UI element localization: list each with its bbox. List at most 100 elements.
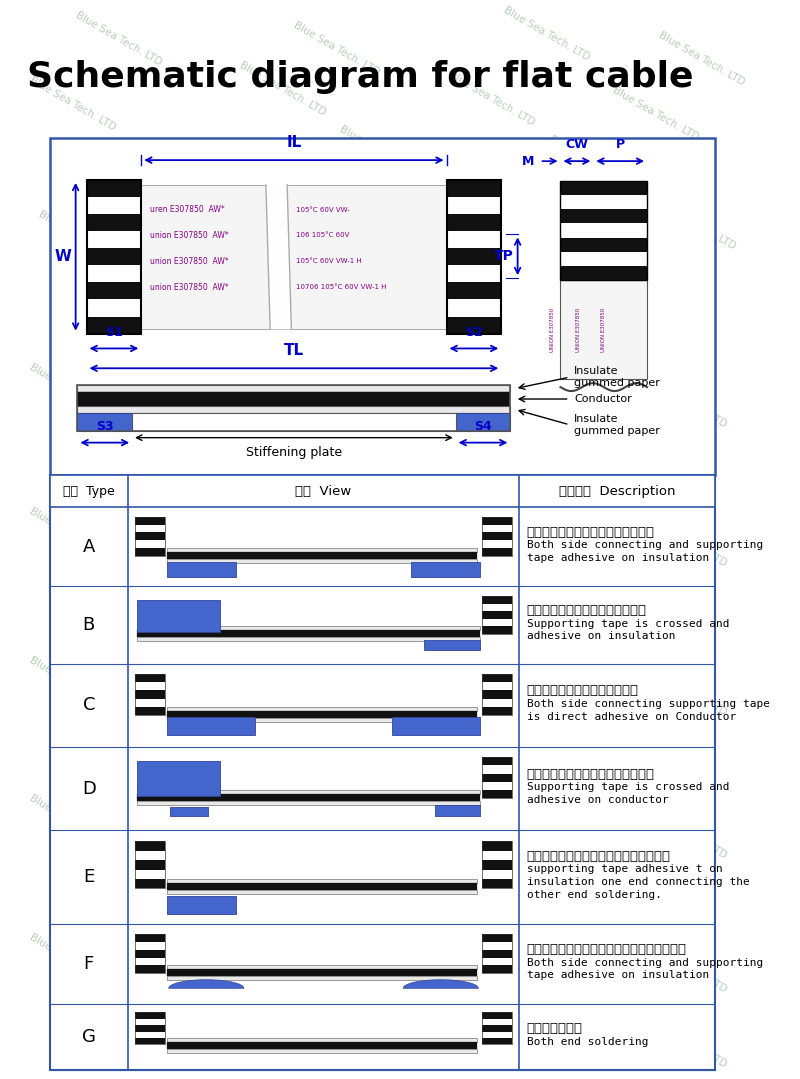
Text: Blue Sea Tech. LTD: Blue Sea Tech. LTD	[238, 640, 327, 697]
Polygon shape	[266, 185, 291, 329]
Bar	[482, 765, 512, 774]
Text: UNION E307850: UNION E307850	[576, 308, 581, 352]
Text: E: E	[83, 869, 94, 886]
Bar	[86, 180, 142, 197]
Bar	[142, 185, 446, 329]
Bar	[167, 552, 477, 559]
Bar	[446, 197, 502, 214]
Text: Blue Sea Tech. LTD: Blue Sea Tech. LTD	[511, 724, 601, 781]
Text: Blue Sea Tech. LTD: Blue Sea Tech. LTD	[238, 347, 327, 405]
Text: Blue Sea Tech. LTD: Blue Sea Tech. LTD	[548, 135, 637, 192]
Text: Blue Sea Tech. LTD: Blue Sea Tech. LTD	[638, 804, 728, 861]
Bar	[135, 673, 165, 682]
Bar	[561, 265, 647, 281]
Bar	[167, 883, 477, 890]
Bar	[446, 265, 502, 283]
Polygon shape	[169, 980, 244, 988]
Bar	[167, 976, 477, 981]
Text: Both end soldering: Both end soldering	[526, 1037, 648, 1047]
Bar	[167, 559, 477, 563]
Text: 两端直接焊锡。: 两端直接焊锡。	[526, 1023, 582, 1036]
Bar	[135, 532, 165, 541]
Text: 106 105°C 60V: 106 105°C 60V	[296, 232, 350, 238]
Text: Blue Sea Tech. LTD: Blue Sea Tech. LTD	[293, 21, 382, 78]
Bar	[135, 524, 165, 532]
Bar	[86, 180, 142, 333]
Text: G: G	[82, 1028, 96, 1046]
Bar	[86, 265, 142, 283]
Text: P: P	[616, 138, 625, 151]
Text: 两端补强板直接粘贴在导体上。: 两端补强板直接粘贴在导体上。	[526, 684, 638, 697]
Bar	[135, 879, 165, 888]
Bar	[137, 790, 480, 794]
Bar	[561, 195, 647, 209]
Bar	[393, 716, 480, 735]
Text: Blue Sea Tech. LTD: Blue Sea Tech. LTD	[611, 85, 701, 142]
Text: adhesive on conductor: adhesive on conductor	[526, 795, 669, 805]
Text: Blue Sea Tech. LTD: Blue Sea Tech. LTD	[638, 1012, 728, 1069]
Text: Blue Sea Tech. LTD: Blue Sea Tech. LTD	[457, 501, 546, 559]
Bar	[482, 682, 512, 691]
Text: Insulate
gummed paper: Insulate gummed paper	[574, 367, 660, 388]
Text: Blue Sea Tech. LTD: Blue Sea Tech. LTD	[293, 853, 382, 911]
Bar	[482, 1038, 512, 1044]
Text: Blue Sea Tech. LTD: Blue Sea Tech. LTD	[457, 357, 546, 414]
Text: C: C	[82, 696, 95, 714]
Bar	[482, 548, 512, 556]
Bar	[482, 841, 512, 850]
Bar	[482, 966, 512, 973]
Bar	[482, 957, 512, 966]
Bar	[137, 801, 480, 805]
Bar	[482, 596, 512, 634]
Text: IL: IL	[286, 135, 302, 150]
Text: S4: S4	[474, 420, 492, 433]
Text: Blue Sea Tech. LTD: Blue Sea Tech. LTD	[74, 586, 163, 643]
Bar	[456, 413, 510, 431]
Bar	[132, 413, 456, 431]
Text: Blue Sea Tech. LTD: Blue Sea Tech. LTD	[74, 868, 163, 926]
Text: Blue Sea Tech. LTD: Blue Sea Tech. LTD	[293, 571, 382, 628]
Text: 两端补强板直接贴在绝缘胶上，内部一半剥离: 两端补强板直接贴在绝缘胶上，内部一半剥离	[526, 943, 686, 956]
Text: Blue Sea Tech. LTD: Blue Sea Tech. LTD	[110, 139, 200, 196]
Bar	[135, 860, 165, 870]
Text: Blue Sea Tech. LTD: Blue Sea Tech. LTD	[511, 422, 601, 479]
Bar	[137, 627, 480, 630]
Bar	[482, 611, 512, 618]
Text: Supporting tape is crossed and: Supporting tape is crossed and	[526, 618, 730, 629]
Bar	[561, 281, 647, 379]
Bar	[482, 596, 512, 603]
Bar	[135, 673, 165, 715]
Text: S2: S2	[465, 326, 482, 339]
Text: Blue Sea Tech. LTD: Blue Sea Tech. LTD	[511, 581, 601, 638]
Text: 类型  Type: 类型 Type	[63, 484, 114, 497]
Bar	[561, 237, 647, 251]
Text: Blue Sea Tech. LTD: Blue Sea Tech. LTD	[293, 987, 382, 1044]
Bar	[135, 850, 165, 860]
Bar	[446, 180, 502, 197]
Text: Blue Sea Tech. LTD: Blue Sea Tech. LTD	[74, 1001, 163, 1060]
Bar	[167, 969, 477, 976]
Bar	[411, 562, 480, 576]
Text: Blue Sea Tech. LTD: Blue Sea Tech. LTD	[502, 5, 591, 63]
Bar	[50, 476, 715, 1070]
Text: Conductor: Conductor	[574, 394, 632, 404]
Bar	[167, 716, 254, 735]
Bar	[78, 413, 132, 431]
Bar	[482, 673, 512, 682]
Bar	[135, 870, 165, 879]
Text: Blue Sea Tech. LTD: Blue Sea Tech. LTD	[638, 372, 728, 429]
Bar	[167, 879, 477, 883]
Bar	[135, 541, 165, 548]
Text: Stiffening plate: Stiffening plate	[246, 446, 342, 459]
Text: Blue Sea Tech. LTD: Blue Sea Tech. LTD	[265, 199, 354, 256]
Text: Blue Sea Tech. LTD: Blue Sea Tech. LTD	[74, 729, 163, 787]
Bar	[135, 841, 165, 850]
Bar	[482, 860, 512, 870]
Bar	[167, 707, 477, 711]
Bar	[135, 934, 165, 942]
Bar	[482, 698, 512, 707]
Text: tape adhesive on insulation: tape adhesive on insulation	[526, 554, 709, 563]
Bar	[482, 1012, 512, 1019]
Bar	[167, 1042, 477, 1049]
Text: Blue Sea Tech. LTD: Blue Sea Tech. LTD	[238, 491, 327, 548]
